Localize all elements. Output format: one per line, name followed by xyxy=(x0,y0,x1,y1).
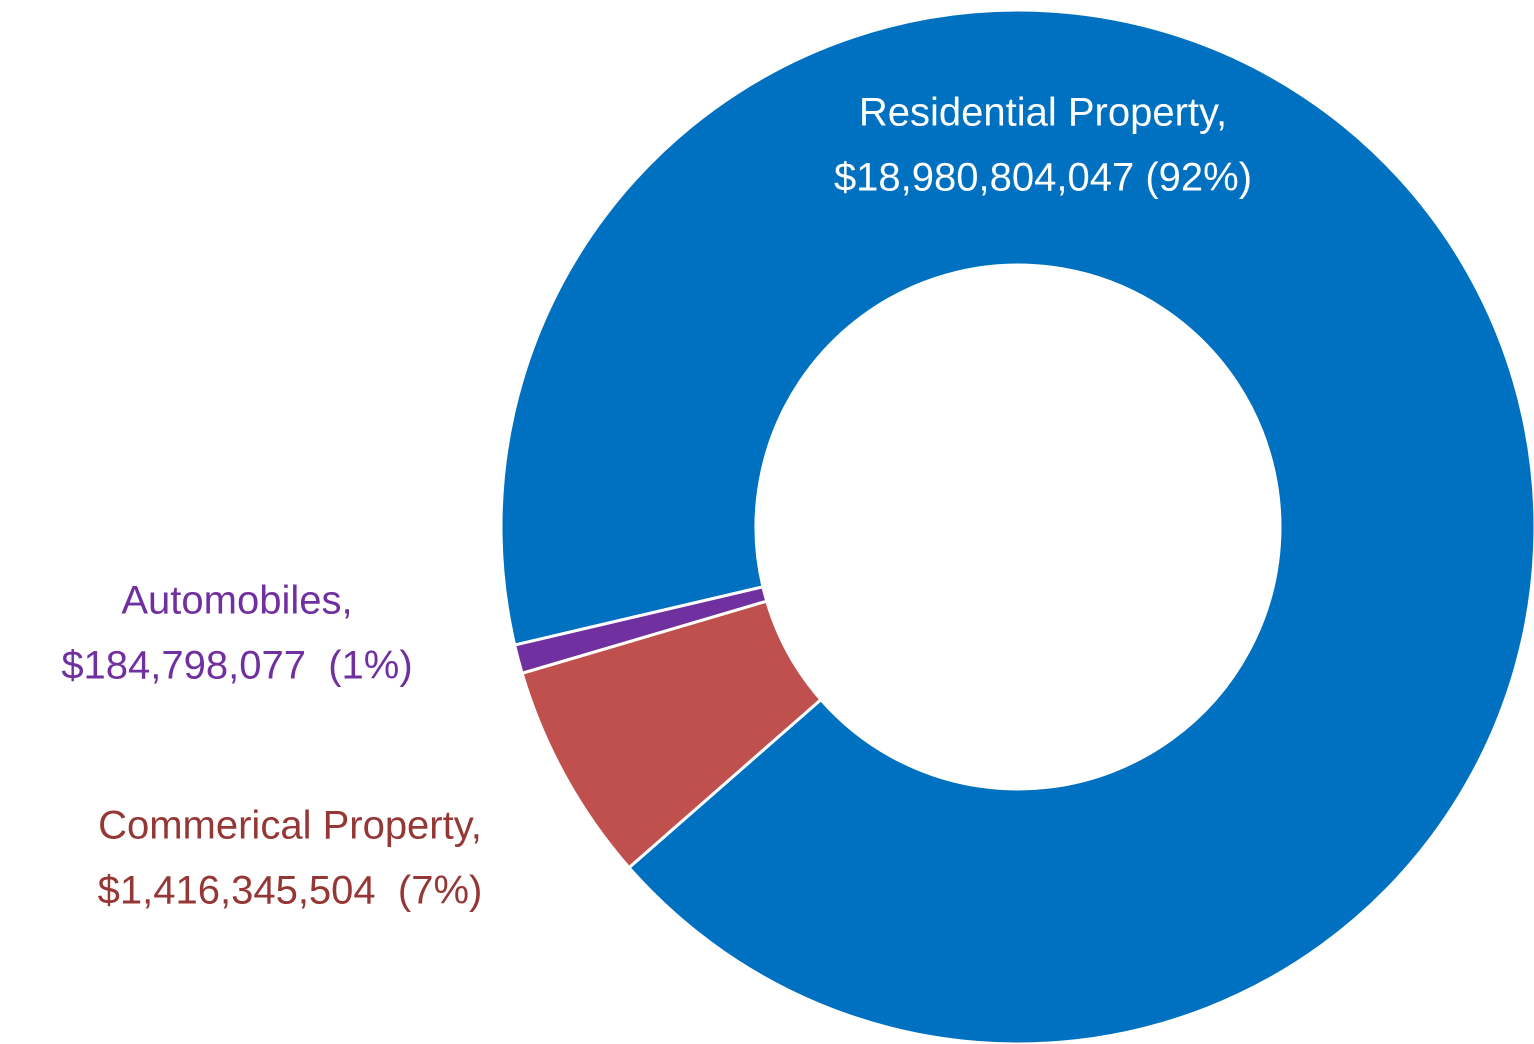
data-label-name: Commerical Property, xyxy=(98,804,482,848)
data-label-name: Residential Property, xyxy=(859,91,1227,135)
donut-slice xyxy=(512,585,769,676)
data-label-value: $18,980,804,047 (92%) xyxy=(834,156,1252,200)
data-label-value: $1,416,345,504 (7%) xyxy=(98,869,483,913)
donut-slice xyxy=(499,8,1534,1044)
data-label-name: Automobiles, xyxy=(121,579,352,623)
data-label-value: $184,798,077 (1%) xyxy=(61,644,412,688)
